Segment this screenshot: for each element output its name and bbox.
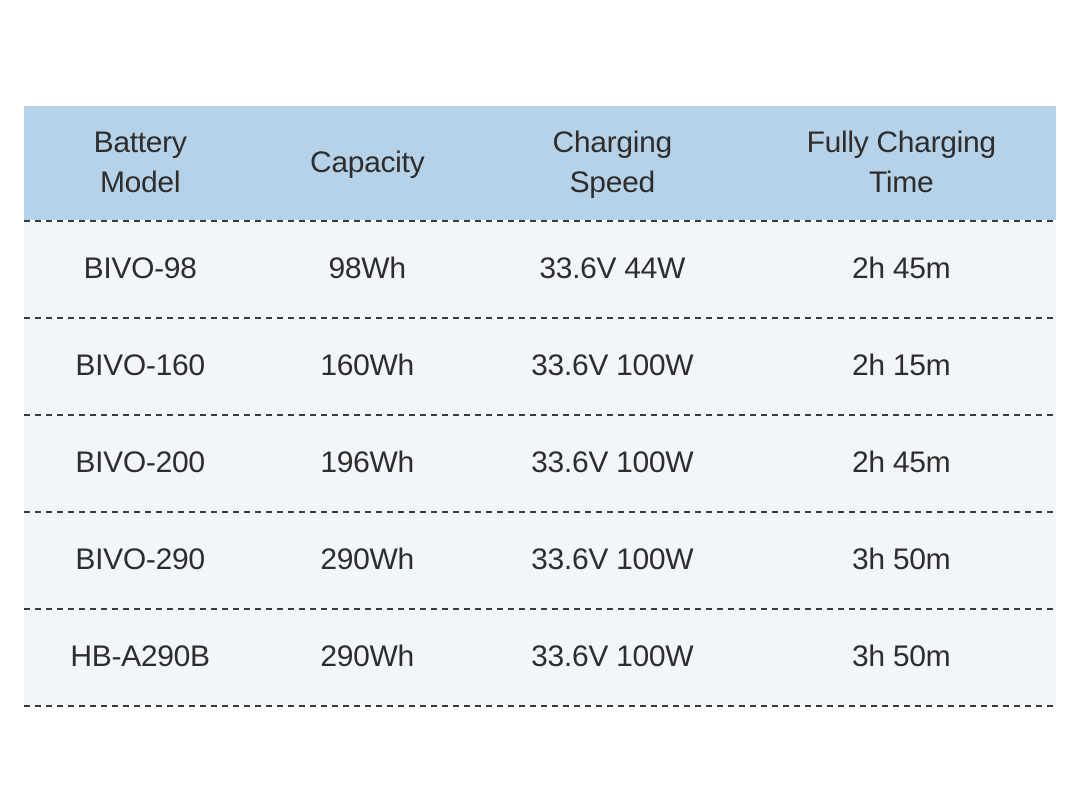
- table-row: BIVO-200 196Wh 33.6V 100W 2h 45m: [24, 416, 1056, 511]
- cell-battery-model: BIVO-290: [75, 543, 205, 577]
- cell-capacity: 196Wh: [320, 446, 414, 480]
- cell-battery-model: HB-A290B: [70, 640, 210, 674]
- table-row: BIVO-98 98Wh 33.6V 44W 2h 45m: [24, 222, 1056, 317]
- battery-spec-table: Battery Model Capacity Charging Speed Fu…: [24, 106, 1056, 707]
- cell-capacity: 98Wh: [328, 252, 406, 286]
- cell-charging-speed: 33.6V 100W: [531, 349, 694, 383]
- header-cell-battery-model: Battery Model: [93, 125, 187, 200]
- table-row: HB-A290B 290Wh 33.6V 100W 3h 50m: [24, 610, 1056, 705]
- cell-fully-charging-time: 3h 50m: [852, 640, 951, 674]
- cell-capacity: 160Wh: [320, 349, 414, 383]
- row-separator: [24, 705, 1056, 707]
- header-cell-charging-speed: Charging Speed: [552, 125, 673, 200]
- cell-capacity: 290Wh: [320, 640, 414, 674]
- header-cell-fully-charging-time: Fully Charging Time: [806, 125, 997, 200]
- cell-charging-speed: 33.6V 100W: [531, 640, 694, 674]
- header-cell-capacity: Capacity: [309, 145, 425, 179]
- table-row: BIVO-290 290Wh 33.6V 100W 3h 50m: [24, 513, 1056, 608]
- cell-charging-speed: 33.6V 44W: [539, 252, 686, 286]
- row-separator: [24, 511, 1056, 513]
- cell-capacity: 290Wh: [320, 543, 414, 577]
- cell-charging-speed: 33.6V 100W: [531, 543, 694, 577]
- cell-battery-model: BIVO-160: [75, 349, 205, 383]
- cell-fully-charging-time: 2h 45m: [852, 252, 951, 286]
- cell-fully-charging-time: 2h 45m: [852, 446, 951, 480]
- row-separator: [24, 608, 1056, 610]
- row-separator: [24, 317, 1056, 319]
- cell-charging-speed: 33.6V 100W: [531, 446, 694, 480]
- row-separator: [24, 220, 1056, 222]
- table-row: BIVO-160 160Wh 33.6V 100W 2h 15m: [24, 319, 1056, 414]
- row-separator: [24, 414, 1056, 416]
- cell-battery-model: BIVO-98: [83, 252, 197, 286]
- cell-fully-charging-time: 2h 15m: [852, 349, 951, 383]
- table-header-row: Battery Model Capacity Charging Speed Fu…: [24, 106, 1056, 220]
- cell-fully-charging-time: 3h 50m: [852, 543, 951, 577]
- cell-battery-model: BIVO-200: [75, 446, 205, 480]
